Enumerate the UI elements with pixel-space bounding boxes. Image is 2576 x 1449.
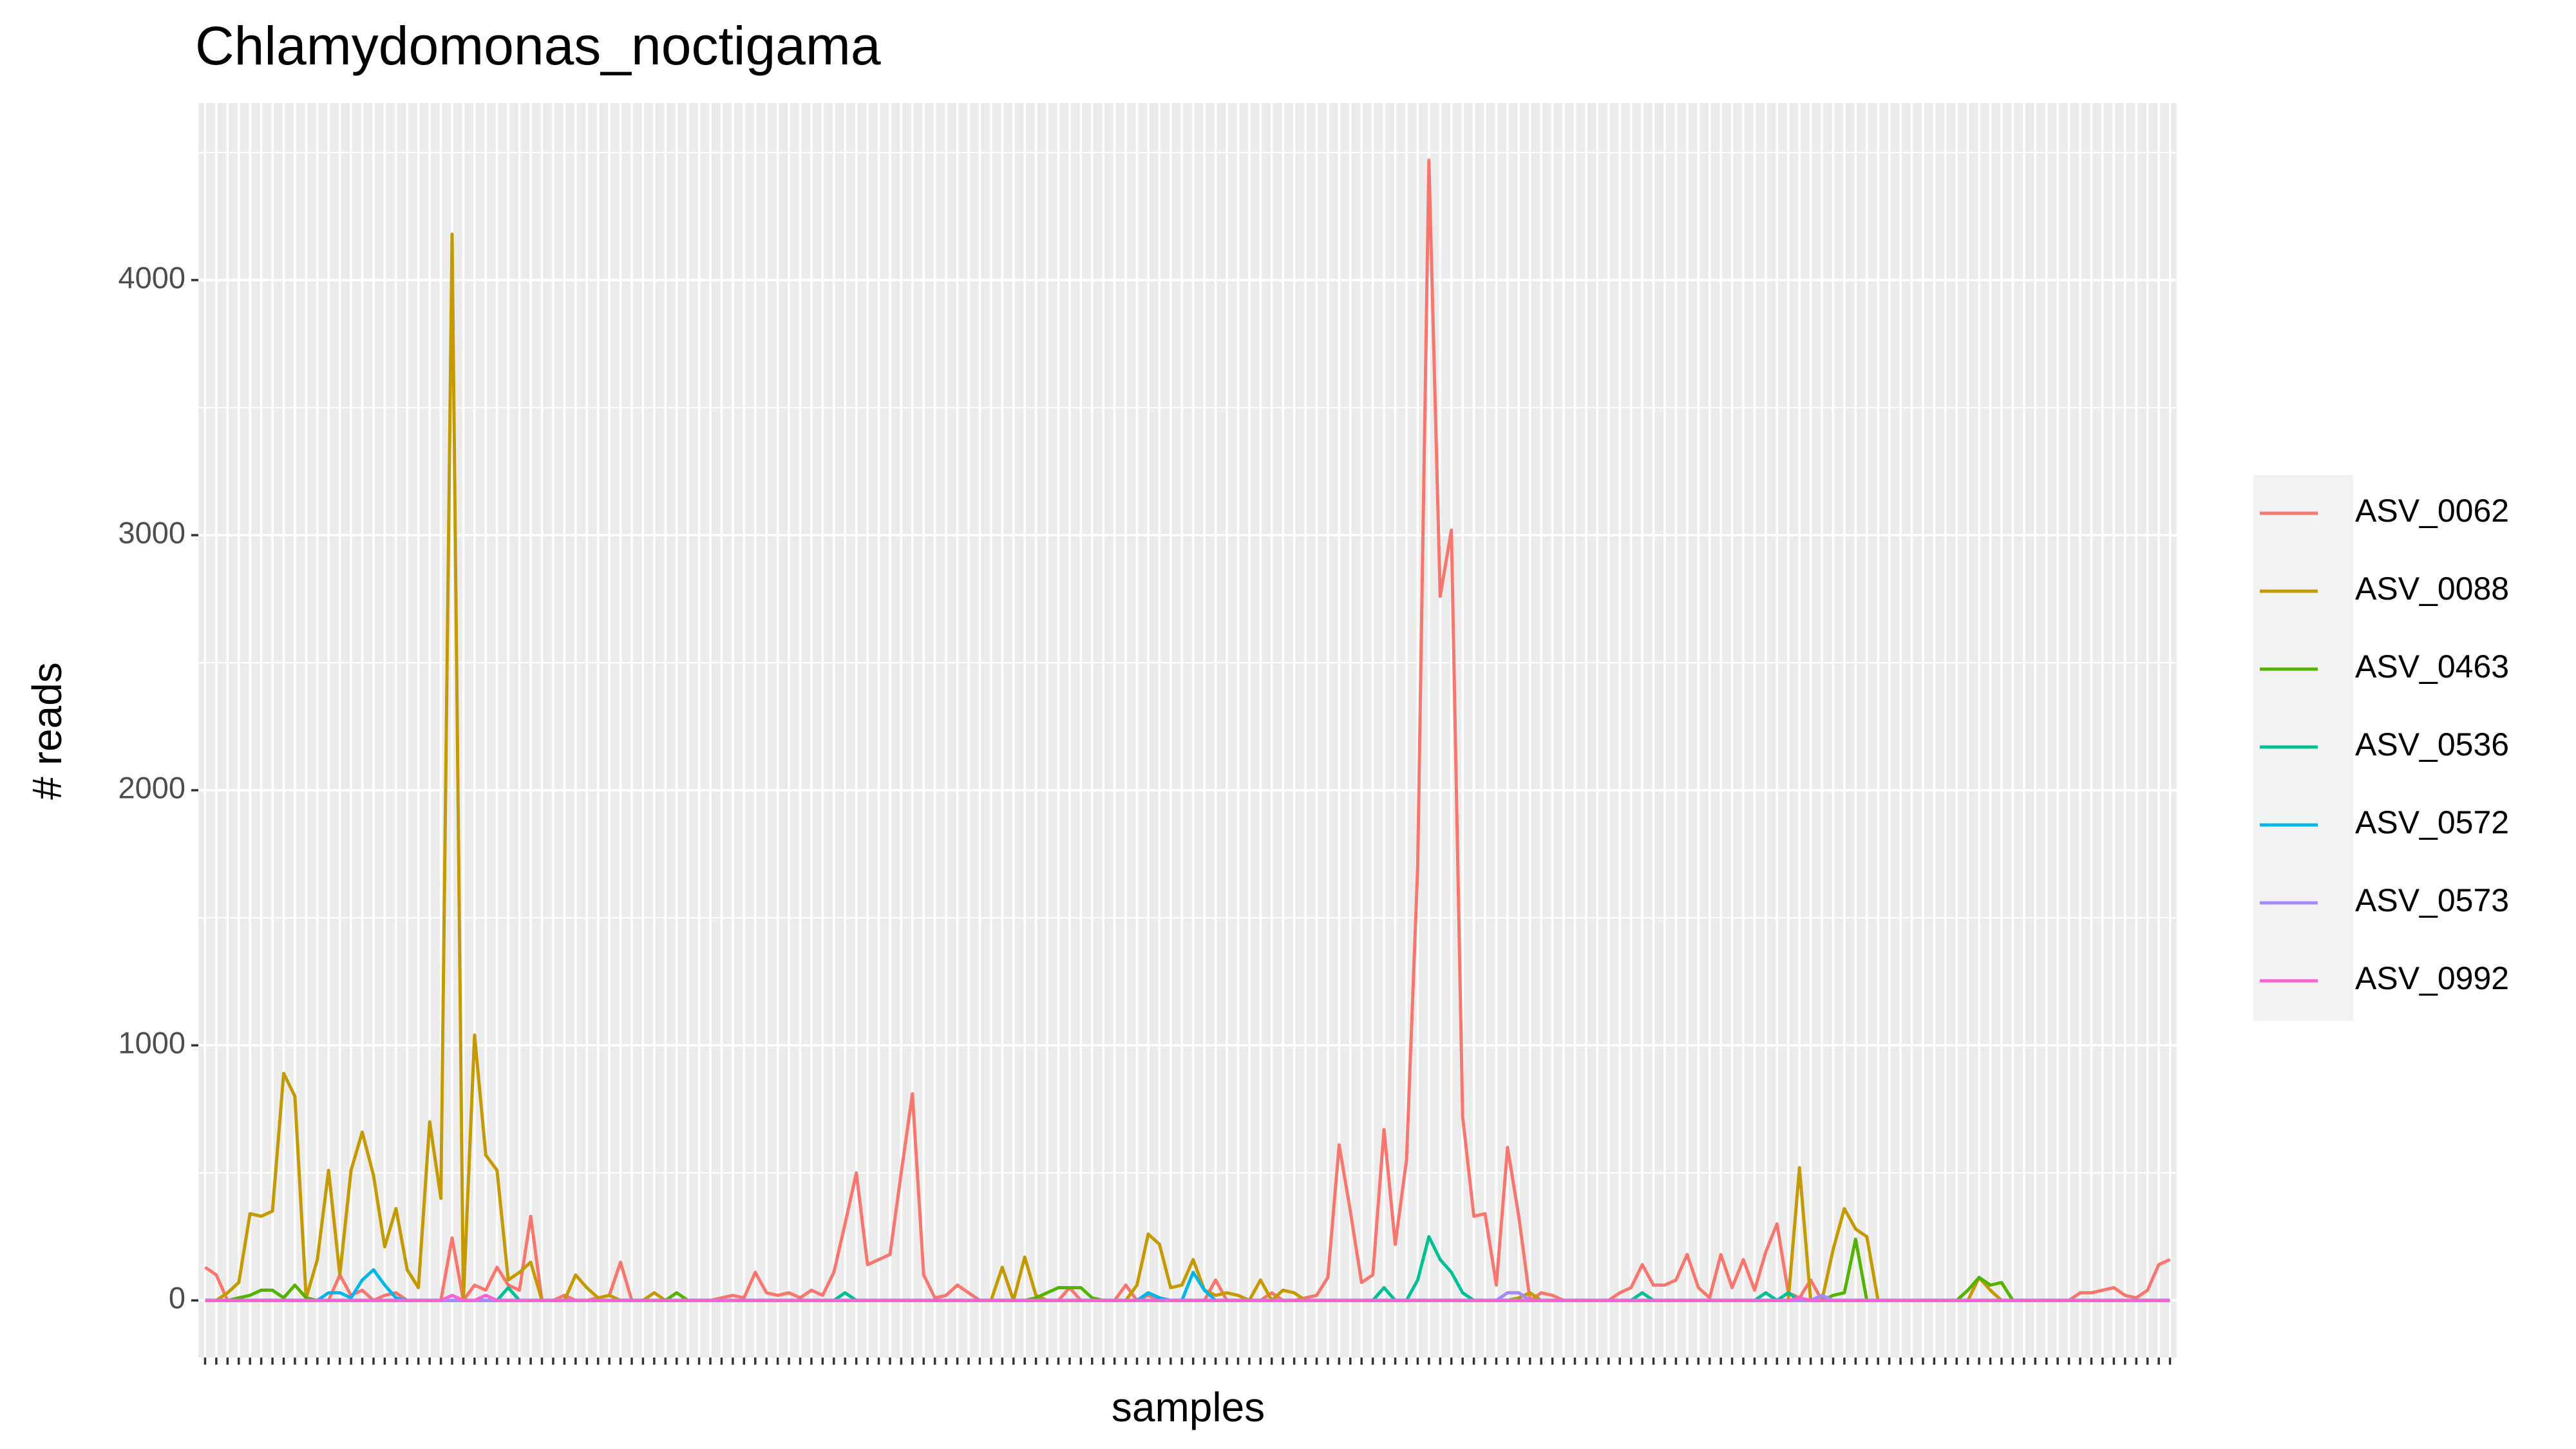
plot-panel [198,103,2177,1358]
chart-title: Chlamydomonas_noctigama [195,15,881,76]
legend-label: ASV_0062 [2355,493,2509,529]
legend-label: ASV_0536 [2355,726,2509,762]
y-tick-label: 2000 [118,771,185,805]
series-line [205,1293,2170,1302]
y-axis-title: # reads [24,662,70,799]
x-axis-title: samples [1112,1384,1265,1430]
series-line [205,232,2170,1302]
legend-label: ASV_0088 [2355,571,2509,607]
y-tick-label: 1000 [118,1026,185,1060]
y-tick-label: 3000 [118,515,185,549]
y-tick-label: 0 [169,1281,185,1315]
legend-label: ASV_0572 [2355,804,2509,840]
legend-label: ASV_0573 [2355,882,2509,918]
legend-label: ASV_0992 [2355,960,2509,996]
legend-label: ASV_0463 [2355,649,2509,685]
y-tick-label: 4000 [118,260,185,294]
